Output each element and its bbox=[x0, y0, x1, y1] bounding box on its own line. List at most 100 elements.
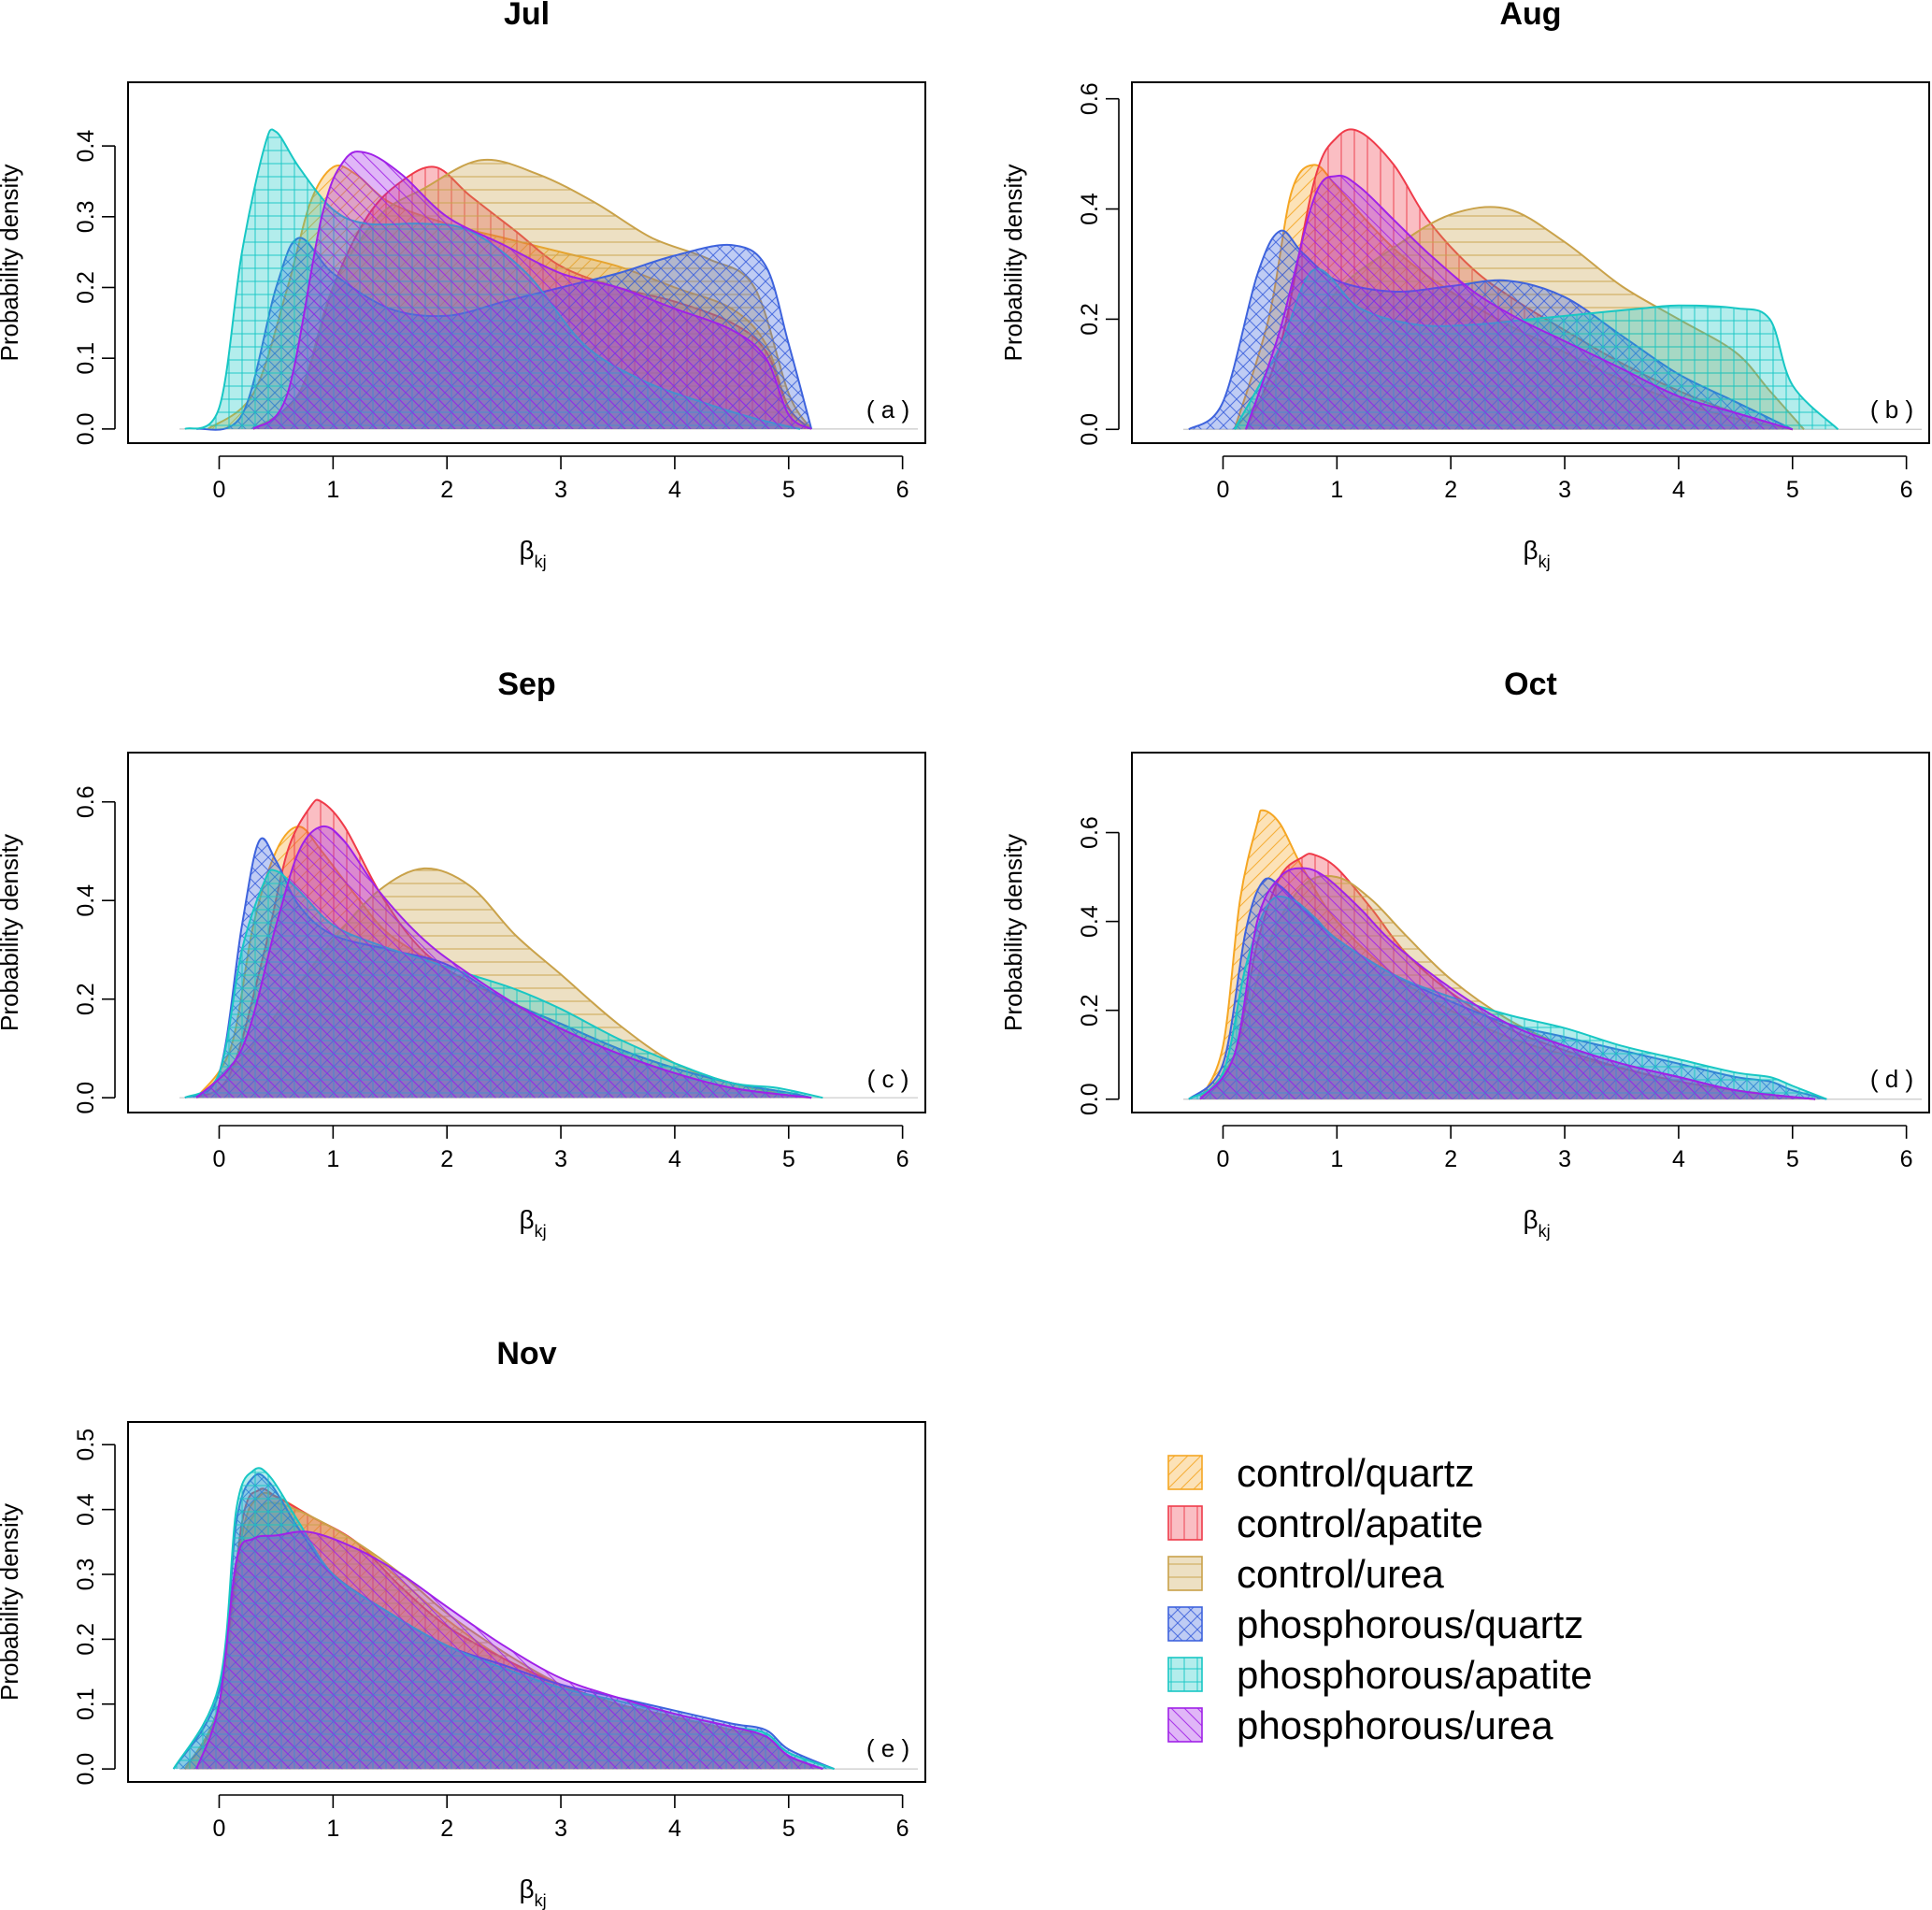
plot-frame bbox=[127, 81, 926, 444]
x-tick-label: 5 bbox=[782, 477, 795, 503]
series-phosphorous-urea bbox=[195, 825, 812, 1099]
panel-sep: Sep 0 1 2 3 4 5 6 0.0 0.2 0.4 0.6 Probability densit… bbox=[0, 667, 926, 1241]
y-tick-label: 0.0 bbox=[73, 1082, 99, 1114]
y-tick-label: 0.2 bbox=[73, 983, 99, 1015]
legend-swatch-hatch bbox=[1167, 1505, 1203, 1541]
panel-label: ( d ) bbox=[1870, 1065, 1913, 1093]
y-tick-label: 0.0 bbox=[73, 412, 99, 445]
panel-title: Jul bbox=[504, 0, 550, 32]
y-tick-label: 0.0 bbox=[1077, 1083, 1103, 1115]
panel-title: Sep bbox=[497, 667, 555, 702]
x-tick-label: 5 bbox=[1786, 1146, 1799, 1172]
panel-label: ( a ) bbox=[866, 395, 909, 424]
y-tick-label: 0.2 bbox=[1077, 994, 1103, 1027]
y-axis: 0.0 0.1 0.2 0.3 0.4 0.5 bbox=[73, 1429, 116, 1786]
x-tick-label: 6 bbox=[1900, 1146, 1913, 1172]
x-tick-label: 2 bbox=[440, 1816, 453, 1842]
x-tick-label: 5 bbox=[782, 1816, 795, 1842]
density-hatch bbox=[196, 826, 812, 1099]
legend-item-phosphorous-urea: phosphorous/urea bbox=[1167, 1703, 1553, 1747]
legend-swatch-hatch bbox=[1167, 1657, 1203, 1692]
y-tick-label: 0.3 bbox=[73, 200, 99, 233]
x-tick-label: 0 bbox=[213, 477, 226, 503]
y-axis-label: Probability density bbox=[0, 165, 23, 362]
panel-aug: Aug 0 1 2 3 4 5 6 0.0 0.2 0.4 0.6 Probability densit… bbox=[999, 0, 1930, 571]
panel-label: ( b ) bbox=[1870, 395, 1913, 424]
legend-label: phosphorous/urea bbox=[1237, 1703, 1553, 1747]
y-axis: 0.0 0.2 0.4 0.6 bbox=[73, 785, 116, 1114]
x-tick-label: 6 bbox=[896, 1816, 909, 1842]
x-tick-label: 4 bbox=[668, 1146, 681, 1172]
y-axis-label: Probability density bbox=[999, 834, 1027, 1031]
x-tick-label: 1 bbox=[326, 477, 339, 503]
x-tick-label: 1 bbox=[326, 1146, 339, 1172]
panel-nov: Nov 0 1 2 3 4 5 6 0.0 0.1 0.2 0.3 0.4 0.5 Probability … bbox=[0, 1336, 926, 1910]
x-tick-label: 3 bbox=[554, 477, 567, 503]
x-axis-label: βkj bbox=[520, 1874, 547, 1910]
x-axis: 0 1 2 3 4 5 6 bbox=[1217, 1125, 1913, 1172]
legend-swatch-hatch bbox=[1167, 1707, 1203, 1743]
y-tick-label: 0.0 bbox=[1077, 413, 1103, 446]
legend: control/quartz control/apatite control/ure… bbox=[1167, 1451, 1593, 1747]
panel-title: Oct bbox=[1504, 667, 1557, 702]
legend-item-control-urea: control/urea bbox=[1167, 1552, 1444, 1596]
density-curve bbox=[195, 825, 812, 1099]
legend-item-phosphorous-quartz: phosphorous/quartz bbox=[1167, 1602, 1583, 1646]
x-axis: 0 1 2 3 4 5 6 bbox=[213, 1794, 909, 1842]
x-tick-label: 0 bbox=[213, 1146, 226, 1172]
y-tick-label: 0.2 bbox=[73, 271, 99, 304]
panel-title: Nov bbox=[496, 1336, 556, 1371]
x-tick-label: 2 bbox=[440, 477, 453, 503]
x-tick-label: 3 bbox=[1558, 477, 1571, 503]
legend-item-phosphorous-apatite: phosphorous/apatite bbox=[1167, 1653, 1593, 1697]
x-axis: 0 1 2 3 4 5 6 bbox=[213, 1125, 909, 1172]
x-axis-label: βkj bbox=[1524, 1205, 1551, 1241]
y-tick-label: 0.4 bbox=[1077, 905, 1103, 938]
y-tick-label: 0.6 bbox=[73, 785, 99, 818]
legend-label: control/quartz bbox=[1237, 1451, 1474, 1495]
density-curve bbox=[252, 151, 812, 430]
x-tick-label: 6 bbox=[896, 477, 909, 503]
legend-swatch-hatch bbox=[1167, 1556, 1203, 1591]
x-tick-label: 1 bbox=[1330, 1146, 1343, 1172]
y-tick-label: 0.6 bbox=[1077, 82, 1103, 115]
y-axis: 0.0 0.1 0.2 0.3 0.4 bbox=[73, 130, 116, 445]
series-phosphorous-urea bbox=[1244, 174, 1794, 431]
x-tick-label: 3 bbox=[1558, 1146, 1571, 1172]
y-tick-label: 0.2 bbox=[73, 1623, 99, 1656]
legend-swatch-hatch bbox=[1167, 1455, 1203, 1490]
legend-label: control/apatite bbox=[1237, 1501, 1483, 1545]
density-curve bbox=[1199, 867, 1816, 1100]
series-phosphorous-urea bbox=[1199, 867, 1816, 1100]
series-phosphorous-urea bbox=[195, 1530, 823, 1771]
density-curve bbox=[1244, 174, 1794, 431]
y-axis-label: Probability density bbox=[999, 165, 1027, 362]
x-tick-label: 4 bbox=[668, 477, 681, 503]
panel-title: Aug bbox=[1499, 0, 1561, 32]
panel-jul: Jul 0 1 2 3 4 5 6 0.0 0.1 0.2 0.3 0.4 Probability den… bbox=[0, 0, 926, 571]
y-tick-label: 0.3 bbox=[73, 1558, 99, 1591]
y-tick-label: 0.4 bbox=[73, 1493, 99, 1526]
density-curve bbox=[195, 1530, 823, 1771]
y-tick-label: 0.2 bbox=[1077, 303, 1103, 336]
plot-frame bbox=[1131, 81, 1930, 444]
x-tick-label: 6 bbox=[1900, 477, 1913, 503]
y-tick-label: 0.0 bbox=[73, 1753, 99, 1786]
x-tick-label: 4 bbox=[668, 1816, 681, 1842]
x-tick-label: 5 bbox=[1786, 477, 1799, 503]
density-hatch bbox=[1200, 868, 1816, 1099]
plot-frame bbox=[127, 752, 926, 1113]
y-tick-label: 0.6 bbox=[1077, 816, 1103, 849]
legend-item-control-quartz: control/quartz bbox=[1167, 1451, 1474, 1495]
y-axis: 0.0 0.2 0.4 0.6 bbox=[1077, 816, 1120, 1115]
x-tick-label: 2 bbox=[440, 1146, 453, 1172]
y-tick-label: 0.5 bbox=[73, 1429, 99, 1461]
x-tick-label: 2 bbox=[1444, 477, 1457, 503]
y-tick-label: 0.4 bbox=[73, 130, 99, 163]
y-tick-label: 0.1 bbox=[73, 1687, 99, 1720]
x-axis-label: βkj bbox=[520, 1205, 547, 1241]
legend-label: phosphorous/apatite bbox=[1237, 1653, 1593, 1697]
plot-frame bbox=[1131, 752, 1930, 1113]
y-axis: 0.0 0.2 0.4 0.6 bbox=[1077, 82, 1120, 446]
